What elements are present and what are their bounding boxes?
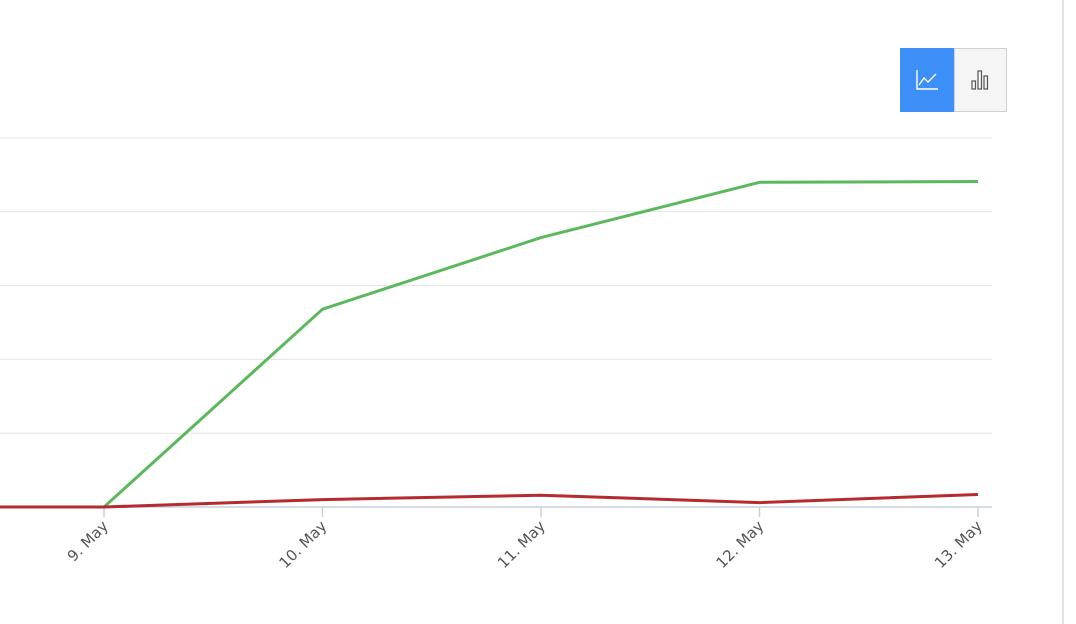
grid-lines	[0, 137, 992, 434]
series-lines	[0, 180, 979, 509]
bar-chart-icon	[970, 70, 988, 90]
x-tick-label: 10. May	[275, 517, 330, 572]
series-line-0[interactable]	[0, 180, 979, 509]
x-tick-label: 11. May	[494, 517, 549, 572]
x-tick-label: 12. May	[712, 517, 767, 572]
bar-view-button[interactable]	[954, 48, 1007, 112]
series-line-1[interactable]	[0, 493, 979, 509]
x-tick-label: 13. May	[931, 517, 986, 572]
line-chart-icon	[916, 70, 938, 90]
x-axis	[0, 506, 992, 517]
x-axis-labels: 9. May 10. May 11. May 12. May 13. May	[64, 517, 986, 572]
chart-type-toggle	[900, 48, 1007, 112]
x-tick-label: 9. May	[64, 517, 112, 565]
line-view-button[interactable]	[900, 48, 954, 112]
